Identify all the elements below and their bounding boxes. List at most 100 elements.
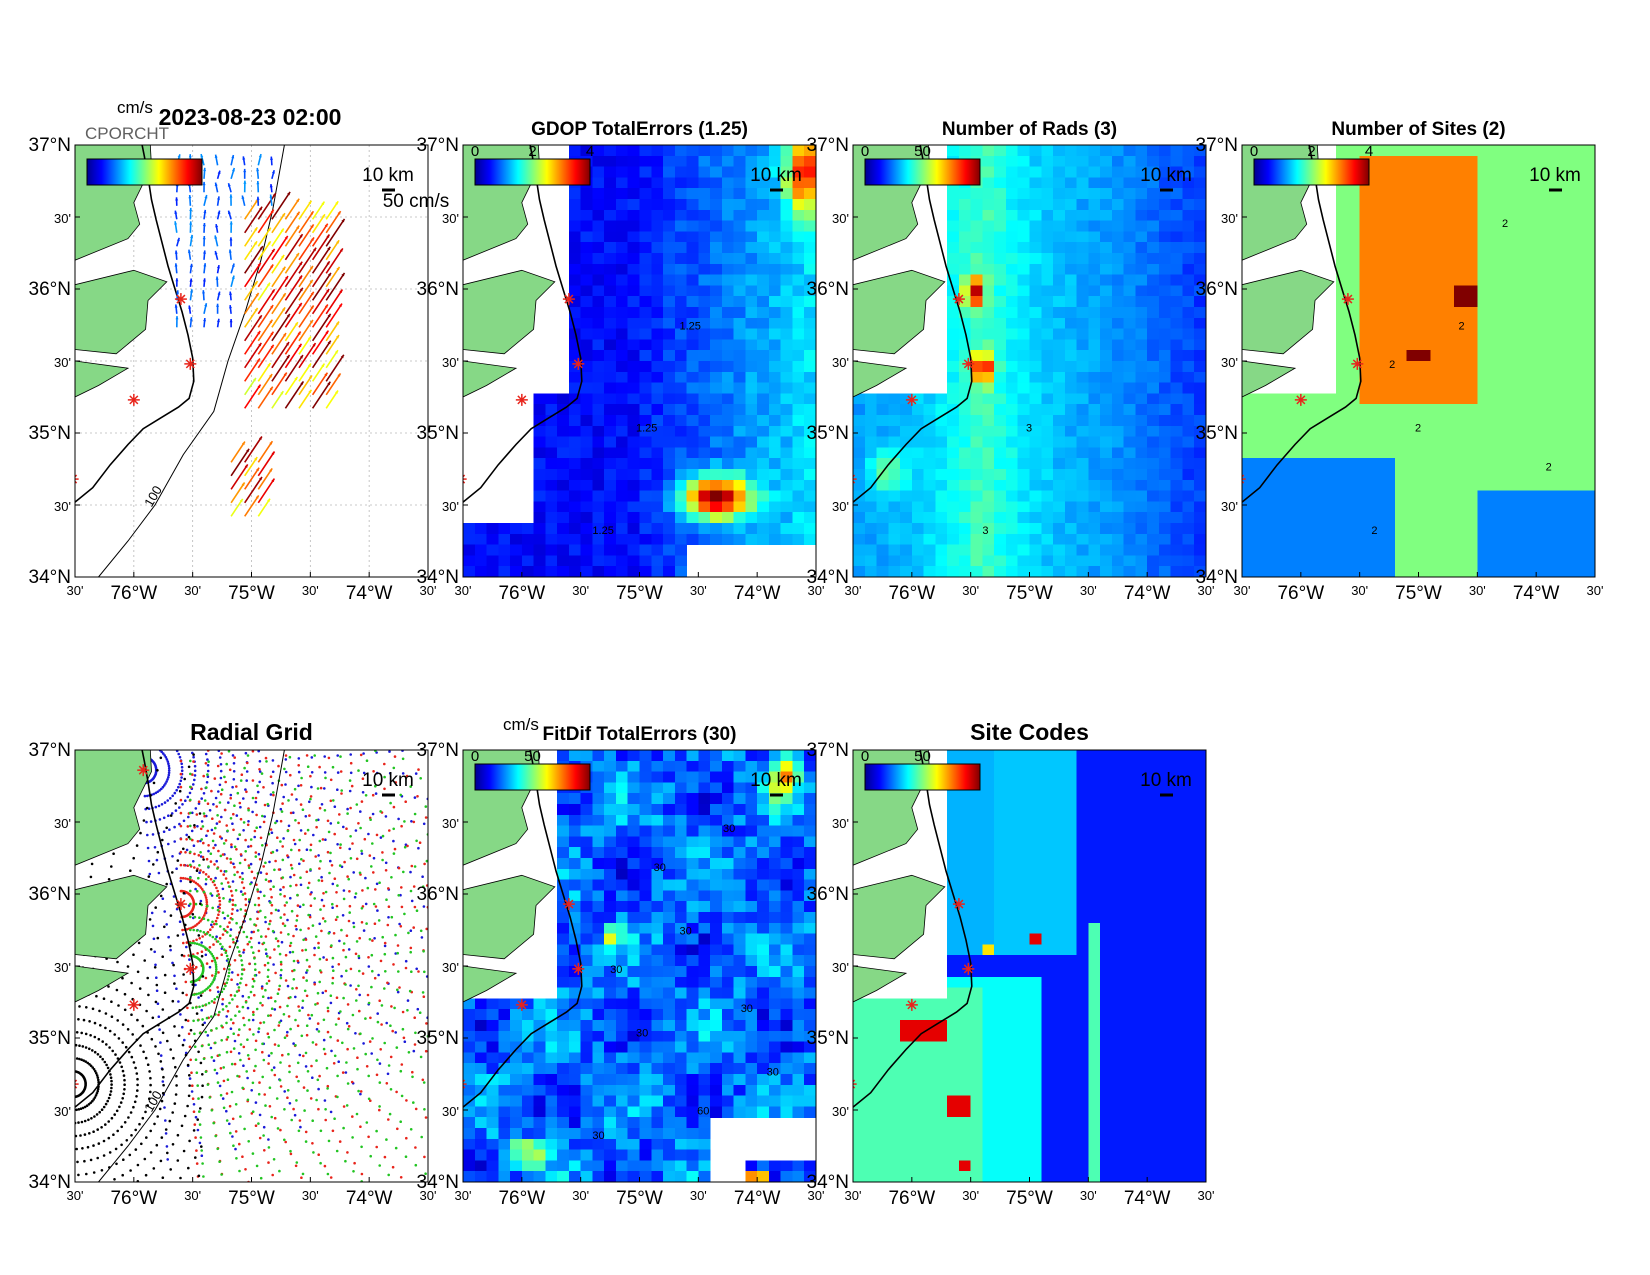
- heatmap-cell: [1547, 296, 1561, 308]
- heatmap-cell: [1088, 533, 1101, 546]
- radial-grid-point: [222, 1079, 226, 1083]
- heatmap-cell: [1489, 166, 1502, 178]
- radial-grid-point: [400, 824, 403, 828]
- scale-bar-label: 10 km: [1529, 165, 1581, 186]
- heatmap-cell: [651, 425, 664, 438]
- heatmap-cell: [1312, 501, 1325, 513]
- heatmap-cell: [1053, 350, 1066, 362]
- radial-grid-point: [218, 835, 222, 838]
- heatmap-cell: [1194, 523, 1206, 535]
- heatmap-cell: [1029, 328, 1042, 340]
- heatmap-cell: [698, 436, 711, 448]
- heatmap-cell: [947, 533, 960, 546]
- heatmap-cell: [1406, 145, 1420, 157]
- heatmap-cell: [568, 425, 582, 438]
- heatmap-cell: [1041, 469, 1054, 481]
- heatmap-cell: [1500, 469, 1514, 481]
- heatmap-cell: [1005, 263, 1019, 276]
- radial-grid-point: [175, 907, 179, 911]
- heatmap-cell: [1088, 436, 1101, 448]
- heatmap-cell: [1135, 382, 1148, 394]
- heatmap-cell: [1265, 512, 1278, 524]
- heatmap-cell: [733, 166, 746, 178]
- heatmap-cell: [970, 242, 984, 254]
- heatmap-cell: [1064, 350, 1078, 362]
- radial-grid-point: [204, 976, 208, 980]
- heatmap-cell: [1383, 296, 1396, 308]
- heatmap-cell: [1053, 188, 1066, 200]
- current-vector-head: [270, 264, 274, 268]
- heatmap-cell: [1194, 458, 1206, 470]
- heatmap-cell: [1064, 220, 1078, 232]
- heatmap-cell: [1418, 274, 1431, 286]
- heatmap-cell: [1559, 479, 1573, 492]
- radial-grid-point: [359, 1090, 363, 1093]
- current-vector-head: [257, 262, 261, 267]
- current-vector-head: [341, 218, 345, 223]
- heatmap-cell: [1406, 339, 1420, 351]
- heatmap-cell: [792, 533, 805, 546]
- heatmap-cell: [557, 436, 570, 448]
- heatmap-cell: [1123, 145, 1136, 157]
- radial-grid-point: [222, 927, 226, 931]
- heatmap-cell: [792, 361, 805, 373]
- heatmap-cell: [1524, 209, 1537, 222]
- radial-grid-point: [221, 1097, 225, 1100]
- heatmap-cell: [474, 544, 488, 556]
- heatmap-cell: [733, 209, 746, 222]
- heatmap-cell: [1064, 404, 1078, 416]
- lat-tick-label: 34°N: [417, 567, 459, 588]
- lat-tick-label: 30': [1221, 355, 1238, 370]
- heatmap-cell: [1265, 447, 1278, 459]
- heatmap-cell: [780, 436, 794, 448]
- heatmap-cell: [1300, 555, 1314, 567]
- heatmap-cell: [1194, 307, 1206, 319]
- radial-grid-point: [192, 928, 195, 932]
- current-vector-head: [228, 210, 231, 215]
- radial-grid-point: [215, 805, 218, 808]
- heatmap-cell: [1100, 533, 1113, 546]
- heatmap-cell: [1147, 501, 1160, 513]
- radial-grid-point: [199, 827, 203, 831]
- radial-grid-point: [263, 803, 267, 807]
- heatmap-cell: [1500, 155, 1514, 168]
- radial-grid-point: [169, 797, 172, 800]
- heatmap-cell: [1265, 501, 1278, 513]
- radial-grid-point: [334, 918, 338, 921]
- radial-grid-point: [305, 754, 309, 757]
- heatmap-cell: [1053, 425, 1066, 438]
- current-vector: [244, 226, 258, 247]
- current-vector: [284, 321, 299, 342]
- heatmap-cell: [1088, 220, 1101, 232]
- heatmap-cell: [1500, 296, 1514, 308]
- heatmap-cell: [1005, 479, 1019, 492]
- heatmap-cell: [994, 339, 1007, 351]
- radial-grid-point: [245, 770, 249, 773]
- radial-grid-point: [193, 769, 197, 773]
- heatmap-cell: [1277, 512, 1290, 524]
- current-vector-head: [299, 355, 303, 359]
- current-vector-head: [296, 225, 300, 230]
- current-vector: [298, 210, 315, 234]
- heatmap-cell: [1442, 145, 1455, 157]
- lat-tick-label: 30': [442, 355, 459, 370]
- heatmap-cell: [1442, 328, 1455, 340]
- heatmap-cell: [1442, 555, 1455, 567]
- heatmap-cell: [568, 544, 582, 556]
- current-vector-head: [258, 436, 262, 440]
- heatmap-cell: [1430, 209, 1443, 222]
- radial-grid-point: [257, 903, 261, 907]
- heatmap-cell: [947, 425, 960, 438]
- heatmap-cell: [1194, 220, 1206, 232]
- radial-grid-point: [224, 877, 228, 880]
- radar-site-stroke: [1296, 395, 1306, 405]
- colorbar-tick-label: 2: [528, 143, 536, 160]
- heatmap-cell: [1571, 393, 1584, 405]
- heatmap-cell: [721, 285, 735, 297]
- heatmap-cell: [982, 220, 995, 232]
- heatmap-cell: [982, 458, 995, 470]
- heatmap-cell: [1359, 512, 1373, 524]
- heatmap-cell: [1076, 425, 1089, 438]
- heatmap-cell: [1147, 350, 1160, 362]
